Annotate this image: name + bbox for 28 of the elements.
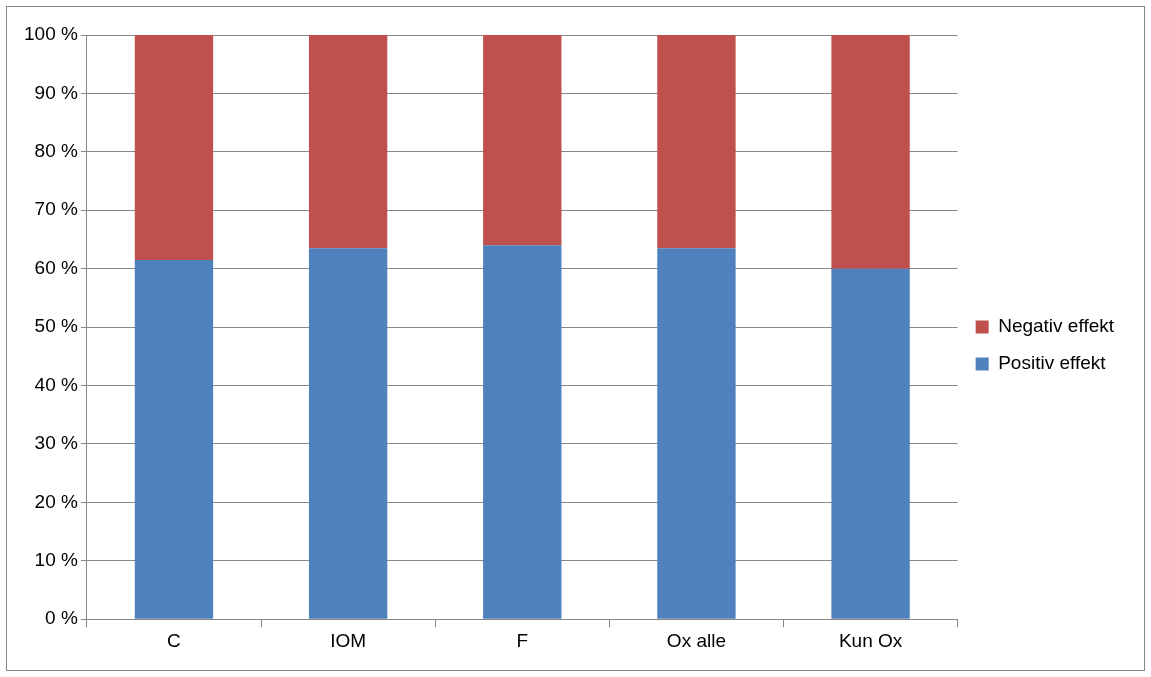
y-tick-label: 10 % (34, 549, 78, 571)
bar (134, 35, 214, 260)
x-tick-label: Ox alle (666, 629, 726, 651)
y-tick-label: 30 % (34, 432, 78, 454)
y-tick-label: 50 % (34, 315, 78, 337)
y-tick-label: 0 % (45, 607, 78, 629)
bar (483, 245, 562, 619)
y-tick-label: 40 % (34, 373, 78, 395)
legend-label: Positiv effekt (998, 352, 1107, 374)
x-tick-label: IOM (330, 629, 367, 651)
y-tick-label: 90 % (34, 81, 78, 103)
bar (657, 35, 736, 249)
bar (308, 35, 388, 249)
bar (308, 248, 388, 619)
x-tick-label: Kun Ox (838, 629, 903, 651)
bar (831, 35, 910, 269)
bar (134, 259, 214, 619)
x-tick-label: F (516, 629, 529, 651)
y-tick-label: 70 % (34, 198, 78, 220)
legend-label: Negativ effekt (998, 315, 1115, 337)
x-tick-label: C (167, 629, 181, 651)
y-tick-label: 100 % (24, 23, 78, 45)
bar (831, 268, 910, 619)
y-tick-label: 20 % (34, 490, 78, 512)
bar (657, 248, 736, 619)
y-tick-label: 60 % (34, 256, 78, 278)
bar (483, 35, 562, 246)
y-tick-label: 80 % (34, 140, 78, 162)
